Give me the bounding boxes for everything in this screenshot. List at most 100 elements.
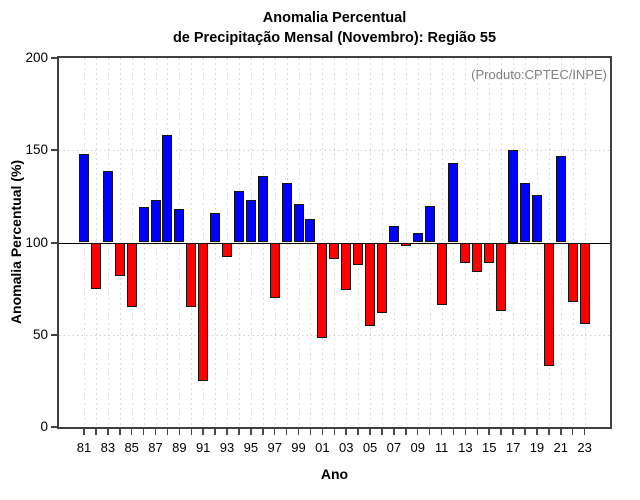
bar-2022: [567, 242, 578, 302]
bar-2012: [448, 163, 459, 243]
x-axis-tick: [393, 429, 395, 435]
bar-2021: [555, 155, 566, 243]
x-axis-title: Ano: [320, 466, 349, 482]
bar-2002: [329, 242, 340, 260]
x-axis-tick: [452, 429, 455, 435]
x-axis-tick: [202, 429, 204, 435]
x-axis-tick-label: 19: [529, 440, 545, 455]
bar-2001: [317, 242, 328, 339]
bar-2000: [305, 218, 316, 243]
x-axis-tick-label: 85: [124, 440, 139, 455]
bar-2007: [388, 225, 399, 243]
bar-1995: [245, 200, 256, 243]
chart-title-line1: Anomalia Percentual: [262, 10, 407, 26]
x-axis-tick: [512, 429, 514, 435]
bar-1994: [233, 190, 244, 243]
x-axis-tick: [309, 429, 312, 435]
bar-1996: [257, 176, 268, 243]
plot-area: (Produto:CPTEC/INPE): [57, 56, 612, 429]
x-axis-tick: [428, 429, 431, 435]
x-axis-tick: [119, 429, 121, 435]
bar-2009: [412, 233, 423, 243]
y-axis-tick-label: 150: [25, 142, 48, 158]
x-axis-tick: [190, 429, 193, 435]
x-axis-tick: [440, 429, 443, 435]
y-axis-tick: [51, 57, 59, 59]
bar-1986: [138, 207, 149, 243]
x-axis-tick: [285, 429, 288, 435]
x-axis-tick: [95, 429, 97, 435]
x-axis-tick-label: 15: [482, 440, 497, 455]
bar-1998: [281, 183, 292, 243]
y-axis-tick-label: 50: [32, 326, 48, 342]
x-axis-tick-label: 87: [148, 440, 163, 455]
y-axis-tick-label: 0: [40, 419, 48, 434]
x-axis-tick: [464, 429, 467, 435]
horizontal-gridline: [59, 334, 610, 336]
bar-1981: [79, 153, 89, 243]
bar-2004: [353, 242, 364, 265]
x-axis-tick-label: 81: [76, 440, 92, 455]
x-axis-tick-label: 01: [315, 440, 330, 455]
x-axis-tick: [345, 429, 347, 435]
bar-1983: [102, 170, 113, 243]
x-axis-tick-label: 93: [219, 440, 235, 455]
bar-1997: [269, 242, 280, 298]
x-axis-tick-label: 95: [243, 440, 259, 455]
bar-1987: [150, 200, 161, 243]
x-axis-tick: [476, 429, 479, 435]
x-axis-tick-label: 09: [410, 440, 425, 455]
bar-1988: [162, 135, 173, 243]
bar-1992: [210, 212, 221, 243]
x-axis-tick: [238, 429, 240, 435]
bar-2006: [376, 242, 387, 313]
x-axis-tick: [178, 429, 181, 435]
x-axis-tick-label: 99: [291, 440, 306, 455]
x-axis-tick: [524, 429, 526, 435]
bar-1984: [114, 242, 125, 276]
x-axis-tick-label: 13: [458, 440, 473, 455]
bar-2015: [484, 242, 495, 263]
x-axis-tick: [357, 429, 359, 435]
bar-2003: [341, 242, 352, 291]
x-axis-tick-label: 03: [338, 440, 354, 455]
x-axis-tick-label: 89: [172, 440, 187, 455]
x-axis-tick-label: 17: [505, 440, 521, 455]
bar-2019: [531, 194, 542, 243]
horizontal-gridline: [59, 150, 610, 152]
x-axis-tick: [83, 429, 85, 435]
x-axis-tick: [273, 429, 276, 435]
x-axis-tick: [107, 429, 109, 435]
x-axis-tick-label: 97: [267, 440, 282, 455]
y-axis-tick-label: 100: [25, 234, 48, 250]
x-axis-tick-label: 83: [100, 440, 116, 455]
bar-2016: [496, 242, 507, 311]
x-axis-tick: [560, 429, 562, 435]
bar-2014: [472, 242, 483, 273]
chart-title-line2: de Precipitação Mensal (Novembro): Regiã…: [172, 30, 497, 46]
x-axis-tick: [321, 429, 324, 435]
bar-2010: [424, 205, 435, 243]
x-axis-tick-label: 23: [577, 440, 592, 455]
y-axis-tick-label: 200: [25, 50, 48, 65]
x-axis-tick: [500, 429, 502, 435]
bar-1999: [293, 203, 304, 243]
bar-2011: [436, 242, 447, 306]
bar-1993: [222, 242, 233, 258]
bar-2008: [400, 242, 411, 247]
x-axis-tick-label: 05: [362, 440, 378, 455]
x-axis-tick: [536, 429, 538, 435]
bar-1989: [174, 209, 185, 243]
x-axis-tick: [405, 429, 407, 435]
bar-2005: [365, 242, 376, 326]
x-axis-tick: [130, 429, 133, 435]
x-axis-tick: [166, 429, 169, 435]
bar-2017: [508, 150, 519, 243]
bar-1991: [198, 242, 209, 381]
x-axis-tick-label: 07: [386, 440, 402, 455]
x-axis-tick: [214, 429, 216, 435]
y-axis-tick: [51, 149, 59, 152]
x-axis-tick: [548, 429, 550, 435]
x-axis-tick: [297, 429, 300, 435]
